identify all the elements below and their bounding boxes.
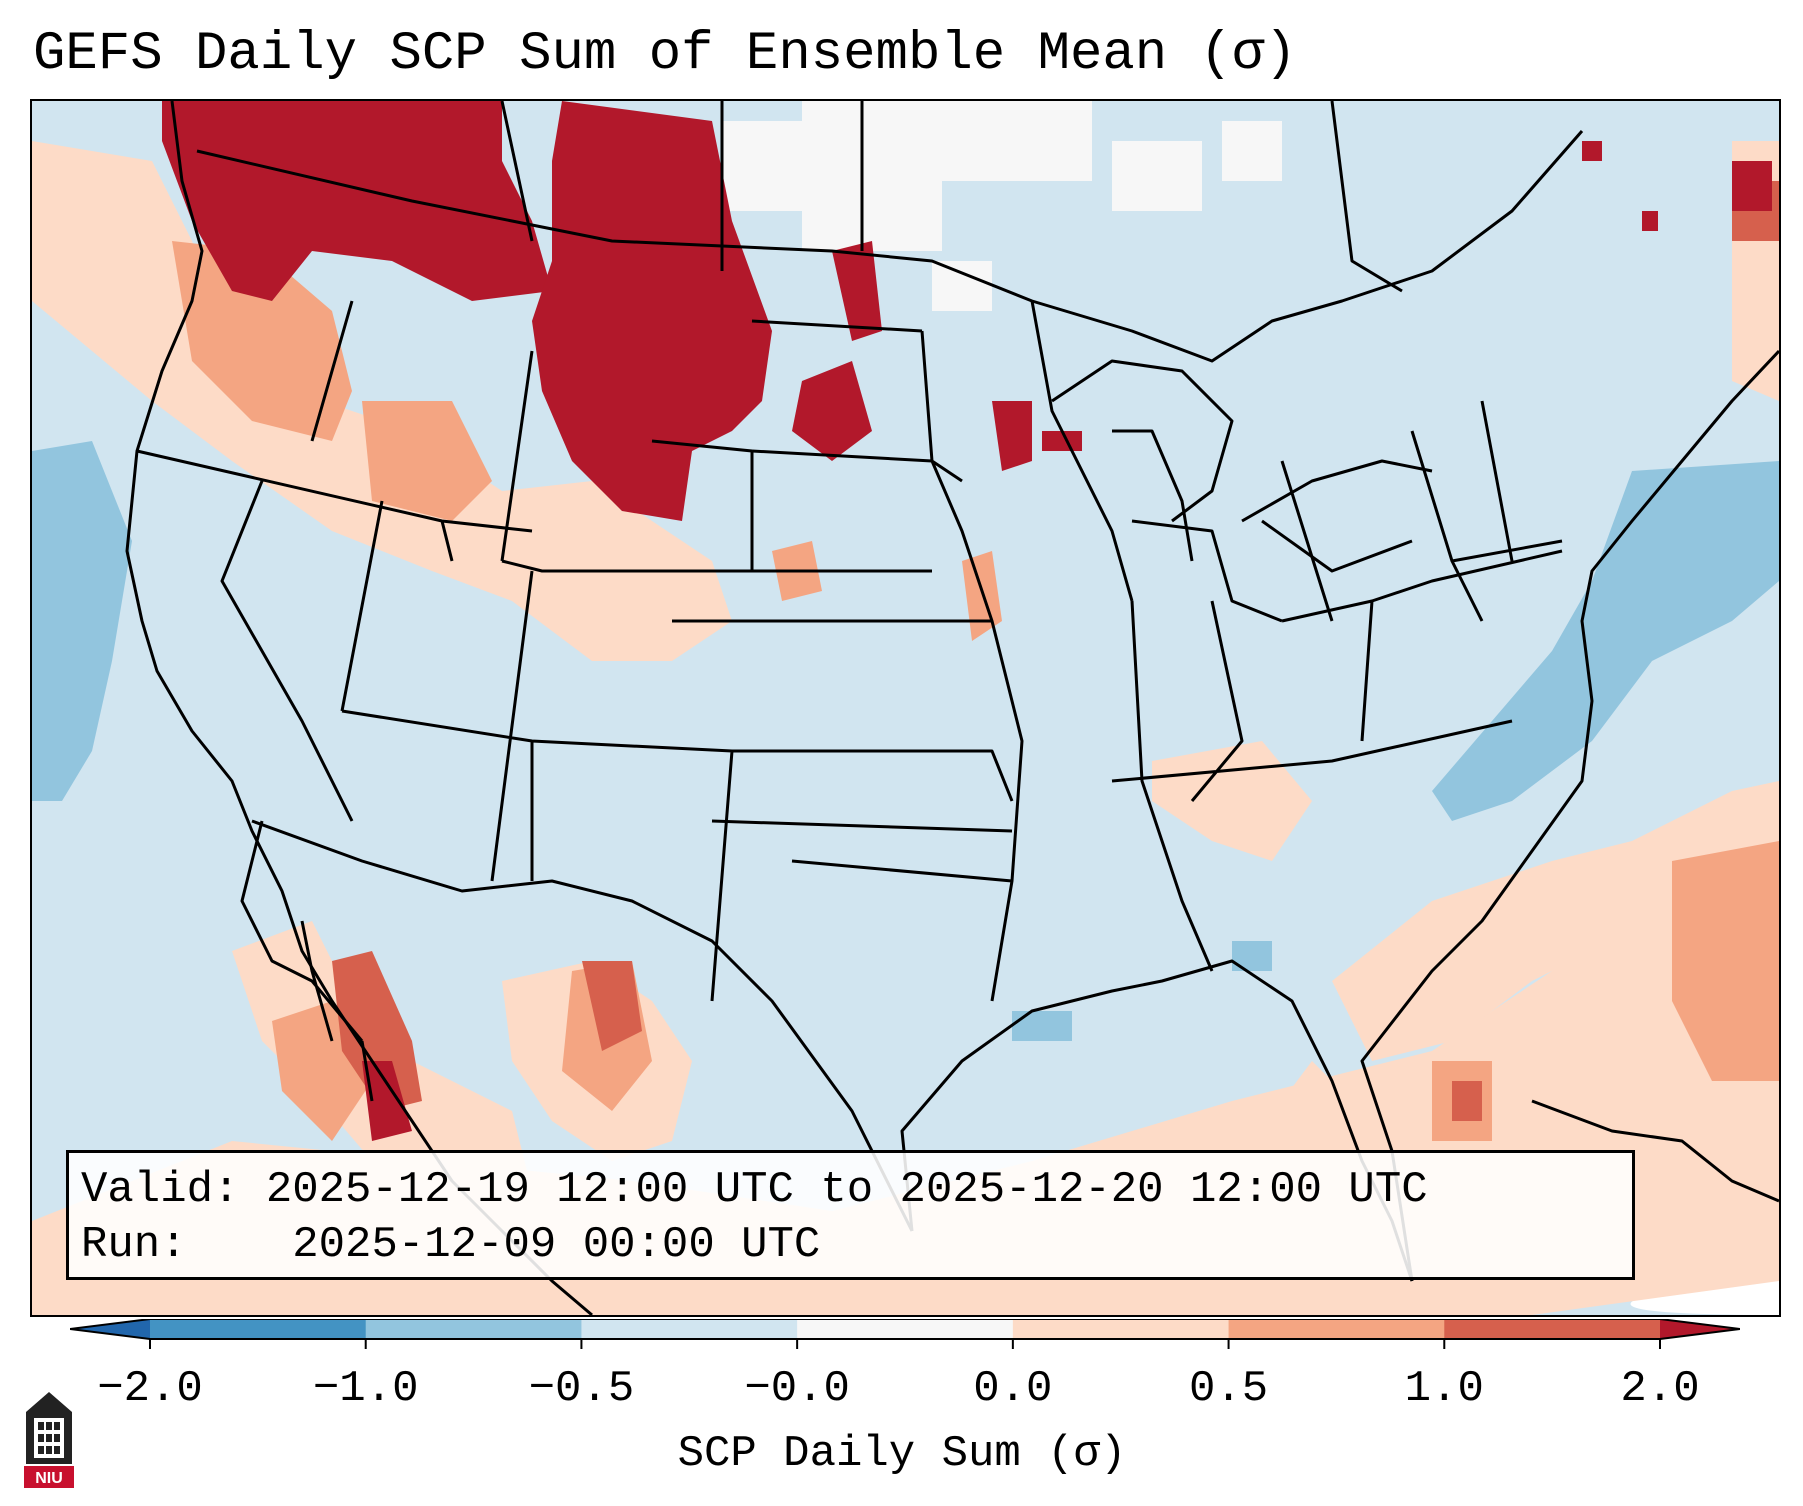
colorbar (70, 1319, 1740, 1349)
colorbar-tick-label: 0.5 (1188, 1364, 1269, 1414)
field-cell (1012, 1011, 1072, 1041)
field-cell (1432, 461, 1779, 821)
field-cell (1152, 741, 1312, 861)
field-cell (582, 961, 642, 1051)
field-cell (162, 101, 552, 301)
colorbar-tick-label: −0.5 (528, 1364, 635, 1414)
field-cell (362, 401, 492, 521)
state-lines-east (1111, 400, 1563, 972)
state-lines-west (136, 300, 754, 1002)
logo-text: NIU (35, 1470, 63, 1487)
valid-row: Valid: 2025-12-19 12:00 UTC to 2025-12-2… (81, 1163, 1620, 1218)
valid-time-box: Valid: 2025-12-19 12:00 UTC to 2025-12-2… (66, 1150, 1635, 1280)
field-cell (832, 241, 882, 341)
field-cell (1222, 121, 1282, 181)
colorbar-bin (365, 1319, 582, 1339)
niu-tower-logo-icon: NIU (24, 1392, 74, 1488)
field-cell (962, 551, 1002, 641)
colorbar-bin (1444, 1319, 1661, 1339)
field-cell (362, 1061, 412, 1141)
field-cell (32, 441, 132, 801)
canada-provinces (500, 101, 1403, 293)
field-strong-positive (162, 101, 1772, 1141)
colorbar-bin (150, 1319, 367, 1339)
field-moderate-positive (172, 241, 1779, 1141)
map-panel: Valid: 2025-12-19 12:00 UTC to 2025-12-2… (30, 99, 1781, 1317)
state-lines-central (672, 300, 1134, 1002)
colorbar-ticks (149, 1339, 1661, 1349)
field-cell (1582, 141, 1602, 161)
colorbar-label: SCP Daily Sum (σ) (677, 1429, 1127, 1479)
field-cell (1452, 1081, 1482, 1121)
field-cell (992, 401, 1032, 471)
field-cell (1042, 431, 1082, 451)
field-cell (932, 261, 992, 311)
field-neutral (722, 101, 1282, 311)
colorbar-tick-label: 1.0 (1404, 1364, 1484, 1414)
field-cell (1672, 841, 1779, 1081)
field-cell (32, 141, 732, 661)
field-weak-negative (32, 441, 1779, 1041)
field-cell (1112, 141, 1202, 211)
chart-title: GEFS Daily SCP Sum of Ensemble Mean (σ) (33, 24, 1297, 85)
colorbar-bin (1012, 1319, 1230, 1339)
colorbar-tick-label: −1.0 (312, 1364, 419, 1414)
colorbar-tick-label: −2.0 (97, 1364, 203, 1414)
colorbar-bin (797, 1319, 1014, 1339)
colorbar-overflow (1660, 1319, 1740, 1339)
field-cell (942, 101, 1092, 181)
run-value: 2025-12-09 00:00 UTC (292, 1220, 821, 1270)
coastline-east (1360, 349, 1779, 1282)
mexico-coast (240, 820, 1779, 1203)
field-cell (1332, 781, 1779, 1061)
field-cell (722, 121, 802, 211)
field-cell (172, 241, 352, 441)
colorbar-bin (581, 1319, 798, 1339)
run-label: Run: (81, 1220, 187, 1270)
run-row: Run: 2025-12-09 00:00 UTC (81, 1218, 1620, 1273)
colorbar-bins (150, 1319, 1661, 1339)
colorbar-underflow (70, 1319, 150, 1339)
great-lakes (1051, 359, 1433, 573)
field-cell (532, 101, 772, 521)
map-canvas (32, 101, 1779, 1315)
valid-value: 2025-12-19 12:00 UTC to 2025-12-20 12:00… (265, 1165, 1428, 1215)
colorbar-tick-label: −0.0 (744, 1364, 850, 1414)
colorbar-tick-label: 2.0 (1620, 1364, 1700, 1414)
field-cell (332, 951, 422, 1111)
field-cell (1732, 161, 1772, 211)
field-cell (802, 101, 942, 251)
valid-label: Valid: (81, 1165, 240, 1215)
field-cell (1642, 211, 1658, 231)
colorbar-bin (1228, 1319, 1445, 1339)
us-canada-border (196, 130, 1584, 363)
us-mexico-border (251, 819, 914, 1232)
field-cell (792, 361, 872, 461)
colorbar-tick-label: 0.0 (973, 1364, 1053, 1414)
